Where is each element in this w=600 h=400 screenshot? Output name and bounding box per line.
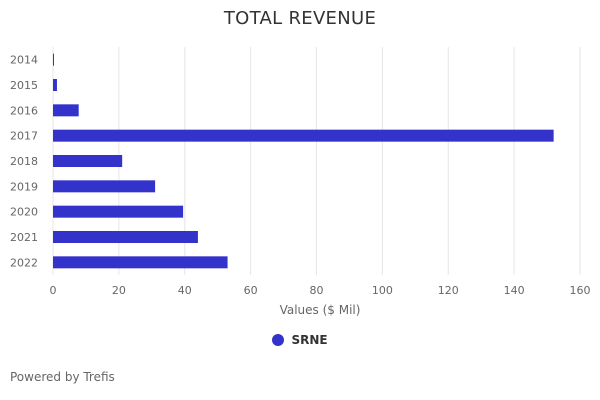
y-tick-labels: 2014 2015 2016 2017 2018 2019 2020 2021 2022 xyxy=(10,54,38,270)
x-tick-label: 80 xyxy=(310,284,324,297)
chart-plot: 0 20 40 60 80 100 120 140 160 201420152016201720… xyxy=(10,47,591,317)
bar-2014[interactable] xyxy=(53,53,54,66)
legend: SRNE xyxy=(0,333,600,347)
y-tick-label-2021: 2021 xyxy=(10,231,38,244)
bar-2015[interactable] xyxy=(53,79,57,91)
x-tick-label: 120 xyxy=(438,284,459,297)
x-tick-label: 20 xyxy=(112,284,126,297)
x-tick-label: 100 xyxy=(372,284,393,297)
y-tick-label-2014: 2014 xyxy=(10,54,38,67)
credits-link[interactable]: Powered by Trefis xyxy=(10,370,115,384)
y-tick-label-2019: 2019 xyxy=(10,180,38,193)
bar-2021[interactable] xyxy=(53,231,198,243)
bar-2020[interactable] xyxy=(53,205,184,218)
y-tick-label-2018: 2018 xyxy=(10,155,38,168)
bar-2019[interactable] xyxy=(53,180,156,193)
y-tick-label-2022: 2022 xyxy=(10,256,38,269)
x-tick-label: 0 xyxy=(50,284,57,297)
y-tick-label-2017: 2017 xyxy=(10,130,38,143)
legend-item-srne[interactable]: SRNE xyxy=(272,333,328,347)
y-tick-label-2020: 2020 xyxy=(10,206,38,219)
x-tick-label: 140 xyxy=(504,284,525,297)
bars xyxy=(53,53,554,269)
bar-2017[interactable] xyxy=(53,129,554,142)
bar-2022[interactable] xyxy=(53,256,228,269)
chart-title: TOTAL REVENUE xyxy=(223,8,377,29)
y-tick-label-2015: 2015 xyxy=(10,79,38,92)
x-tick-label: 160 xyxy=(570,284,591,297)
bar-2016[interactable] xyxy=(53,104,79,117)
bar-2018[interactable] xyxy=(53,155,123,167)
x-axis-title: Values ($ Mil) xyxy=(280,303,361,317)
y-tick-label-2016: 2016 xyxy=(10,104,38,117)
x-tick-label: 40 xyxy=(178,284,192,297)
x-tick-label: 60 xyxy=(244,284,258,297)
legend-marker-icon xyxy=(272,334,285,346)
legend-label: SRNE xyxy=(291,333,328,347)
x-tick-labels: 0 20 40 60 80 100 120 140 160 xyxy=(50,284,591,297)
